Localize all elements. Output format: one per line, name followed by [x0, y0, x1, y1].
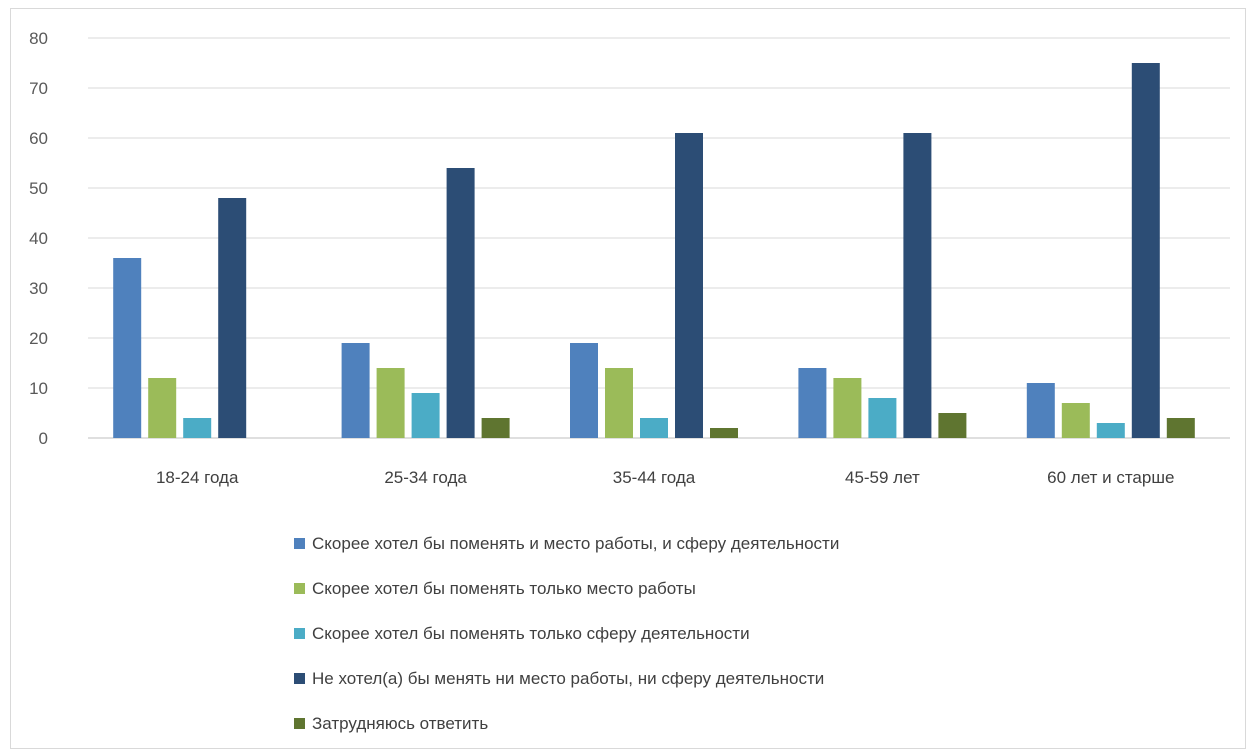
- bar: [903, 133, 932, 438]
- bar: [1131, 63, 1160, 438]
- y-tick-label: 30: [29, 279, 48, 298]
- legend-label: Скорее хотел бы поменять только сферу де…: [312, 624, 750, 643]
- legend-label: Скорее хотел бы поменять только место ра…: [312, 579, 696, 598]
- x-category-label: 25-34 года: [384, 468, 467, 487]
- legend: Скорее хотел бы поменять и место работы,…: [294, 534, 839, 733]
- bar: [446, 168, 475, 438]
- bar: [798, 368, 827, 438]
- y-axis-ticks: 0 10 20 30 40 50 60 70 80: [29, 29, 48, 448]
- y-tick-label: 80: [29, 29, 48, 48]
- bar: [481, 418, 510, 438]
- x-category-label: 18-24 года: [156, 468, 239, 487]
- bar: [605, 368, 633, 438]
- y-tick-label: 20: [29, 329, 48, 348]
- legend-swatch: [294, 583, 305, 594]
- bar: [1166, 418, 1195, 438]
- legend-label: Скорее хотел бы поменять и место работы,…: [312, 534, 839, 553]
- bar: [148, 378, 177, 438]
- bar: [341, 343, 370, 438]
- bar: [218, 198, 247, 438]
- bar: [938, 413, 967, 438]
- bar: [411, 393, 440, 438]
- bar: [833, 378, 862, 438]
- bar: [868, 398, 897, 438]
- bar: [570, 343, 598, 438]
- x-axis-categories: 18-24 года 25-34 года 35-44 года 45-59 лет 6…: [156, 468, 1174, 487]
- legend-label: Затрудняюсь ответить: [312, 714, 488, 733]
- gridlines: [88, 37, 1230, 439]
- legend-swatch: [294, 718, 305, 729]
- bar: [675, 133, 703, 438]
- bar: [640, 418, 668, 438]
- bar: [1061, 403, 1090, 438]
- y-tick-label: 60: [29, 129, 48, 148]
- y-tick-label: 70: [29, 79, 48, 98]
- bars: [113, 63, 1195, 438]
- bar: [1096, 423, 1125, 438]
- x-category-label: 35-44 года: [613, 468, 696, 487]
- bar: [710, 428, 738, 438]
- x-category-label: 45-59 лет: [845, 468, 920, 487]
- x-category-label: 60 лет и старше: [1047, 468, 1174, 487]
- bar: [1026, 383, 1055, 438]
- legend-swatch: [294, 538, 305, 549]
- legend-label: Не хотел(а) бы менять ни место работы, н…: [312, 669, 824, 688]
- legend-swatch: [294, 628, 305, 639]
- y-tick-label: 0: [39, 429, 48, 448]
- bar: [376, 368, 405, 438]
- y-tick-label: 40: [29, 229, 48, 248]
- y-tick-label: 10: [29, 379, 48, 398]
- legend-swatch: [294, 673, 305, 684]
- bar: [113, 258, 142, 438]
- bar: [183, 418, 212, 438]
- y-tick-label: 50: [29, 179, 48, 198]
